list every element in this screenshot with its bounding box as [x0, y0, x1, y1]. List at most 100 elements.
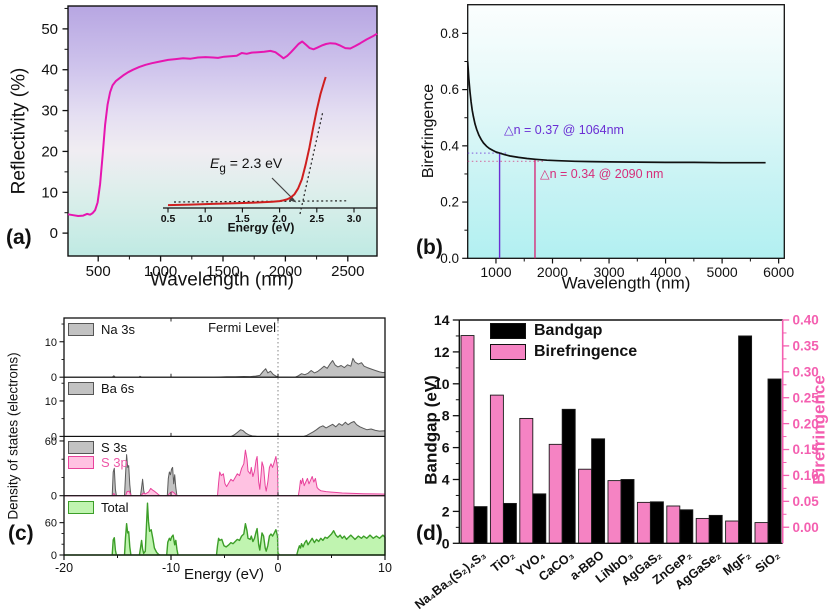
birefringence-curve: [466, 61, 766, 164]
bandgap-bar: [767, 378, 782, 544]
bandgap-bar: [620, 479, 635, 544]
panel-b-birefringence: 0.0 0.2 0.4 0.6 0.8 1000 2000 3000 4000 5000 6000 …: [416, 0, 832, 300]
tick-label: 0: [442, 535, 450, 551]
tick-label: 20: [41, 143, 58, 160]
tick-label: -10: [162, 561, 180, 575]
tick-label: 1000: [144, 263, 177, 280]
tick-label: 2: [442, 503, 450, 519]
birefringence-x-axis-label: Wavelength (nm): [561, 273, 691, 293]
reflectivity-y-axis-label: Reflectivity (%): [8, 67, 30, 195]
tick-label: 0.25: [793, 390, 820, 405]
birefringence-bar: [519, 417, 534, 544]
legend-na3s: Na 3s: [68, 322, 135, 337]
bandgap-bar: [679, 509, 694, 544]
s3s-label: S 3s: [101, 440, 128, 455]
birefringence-bar: [666, 505, 681, 544]
tick-label: 0: [50, 225, 58, 242]
legend-bandgap: Bandgap: [490, 322, 602, 340]
tick-label: 0.2: [440, 195, 459, 210]
tick-label: 60: [45, 518, 57, 530]
tick-label: 0.05: [793, 494, 820, 509]
tick-label: 10: [434, 376, 450, 392]
reflectivity-curve: [67, 32, 378, 217]
birefringence-y-axis-label: Birefringence: [420, 83, 438, 179]
panel-label-c: (c): [8, 522, 34, 545]
bandgap-bar: [473, 506, 488, 544]
bandgap-symbol: E: [210, 155, 220, 171]
tick-label: 14: [434, 312, 450, 328]
panel-c-density-of-states: 10 0 10 0 60 0 60 0 -20 -10 0 10 Density of states …: [0, 300, 416, 616]
tick-label: 2.5: [309, 213, 324, 225]
bandgap-bar: [591, 438, 606, 544]
legend-s3p: S 3p: [68, 455, 128, 470]
dos-area-na-3s: [63, 357, 386, 378]
tick-label: 50: [41, 21, 58, 38]
panel-label-a: (a): [6, 226, 32, 249]
tick-label: 0.4: [440, 138, 459, 153]
tick-label: 4: [442, 472, 450, 488]
panel-a-reflectivity: 0 10 20 30 40 50 500 1000 1500 2000 2500 0.5 1.0 1.5 2…: [0, 0, 416, 300]
tick-label: 8: [442, 408, 450, 424]
birefringence-bar: [489, 394, 504, 544]
birefringence-bar: [607, 480, 622, 544]
tick-label: 12: [434, 344, 450, 360]
bandgap-value-text: = 2.3 eV: [225, 155, 283, 171]
tick-label: 0: [51, 550, 57, 562]
tick-label: 2500: [331, 263, 364, 280]
bandgap-bar: [738, 335, 753, 544]
bandgap-bar: [708, 514, 723, 544]
dos-x-axis-label: Energy (eV): [183, 565, 265, 583]
tick-label: 0.40: [793, 313, 819, 328]
bandgap-symbol-sub: g: [219, 161, 226, 175]
tick-label: 30: [41, 103, 58, 120]
ba6s-label: Ba 6s: [101, 381, 135, 396]
tick-label: 0: [51, 372, 57, 384]
tick-label: 2.0: [272, 213, 287, 225]
tick-label: 3.0: [347, 213, 362, 225]
bandgap-swatch: [490, 323, 526, 339]
tick-label: 0.00: [793, 520, 819, 535]
tick-label: 1500: [206, 263, 239, 280]
panel-d-comparison-bars: 0 2 4 6 8 10 12 14 0.00 0.05 0.10 0.15 0.20 0.25 0.30 0…: [412, 300, 832, 616]
tick-label: 1000: [480, 264, 511, 280]
birefringence-axis-label: Birefringence: [809, 375, 829, 485]
tick-label: 3000: [593, 264, 624, 280]
birefringence-bar: [460, 335, 475, 544]
comparison-bar-chart: 0 2 4 6 8 10 12 14 0.00 0.05 0.10 0.15 0.20 0.25 0.30 0…: [434, 312, 820, 551]
bandgap-bar: [532, 493, 547, 544]
tick-label: 0.10: [793, 468, 819, 483]
dos-y-axis-label: Density of states (electrons): [5, 352, 21, 520]
annotation-arrow: [271, 177, 295, 201]
tick-label: 0: [51, 431, 57, 443]
bandgap-bar: [561, 408, 576, 544]
legend-total: Total: [68, 500, 128, 515]
inset-x-axis-label: Energy (eV): [227, 220, 295, 235]
marker-annotation-2090nm: △n = 0.34 @ 2090 nm: [540, 167, 664, 181]
legend-ba6s: Ba 6s: [68, 381, 134, 396]
birefringence-plot-area: [467, 4, 785, 259]
dos-area-s-3p: [63, 449, 386, 497]
tick-label: 5000: [707, 264, 738, 280]
ba6s-swatch: [68, 382, 94, 395]
tick-label: 0.0: [440, 251, 459, 266]
birefringence-bar: [725, 520, 740, 544]
reflectivity-chart: 0 10 20 30 40 50 500 1000 1500 2000 2500 0.5 1.0 1.5 2…: [41, 5, 378, 280]
birefringence-legend-label: Birefringence: [534, 343, 638, 360]
tick-label: 2000: [269, 263, 302, 280]
legend-s3s: S 3s: [68, 440, 127, 455]
birefringence-chart: 0.0 0.2 0.4 0.6 0.8 1000 2000 3000 4000 5000 6000: [440, 4, 794, 280]
na3s-label: Na 3s: [101, 322, 135, 337]
birefringence-swatch: [490, 344, 526, 360]
legend-birefringence: Birefringence: [490, 343, 637, 361]
tick-label: 2000: [537, 264, 568, 280]
tick-label: 1.5: [235, 213, 250, 225]
reflectivity-plot-area: [68, 6, 377, 256]
tick-label: 0.8: [440, 26, 459, 41]
tick-label: 4000: [650, 264, 681, 280]
bandgap-annotation: Eg = 2.3 eV: [210, 155, 283, 176]
dos-area-total: [63, 502, 386, 556]
tick-label: 40: [41, 62, 58, 79]
tick-label: 10: [378, 561, 392, 575]
total-swatch: [68, 501, 94, 514]
